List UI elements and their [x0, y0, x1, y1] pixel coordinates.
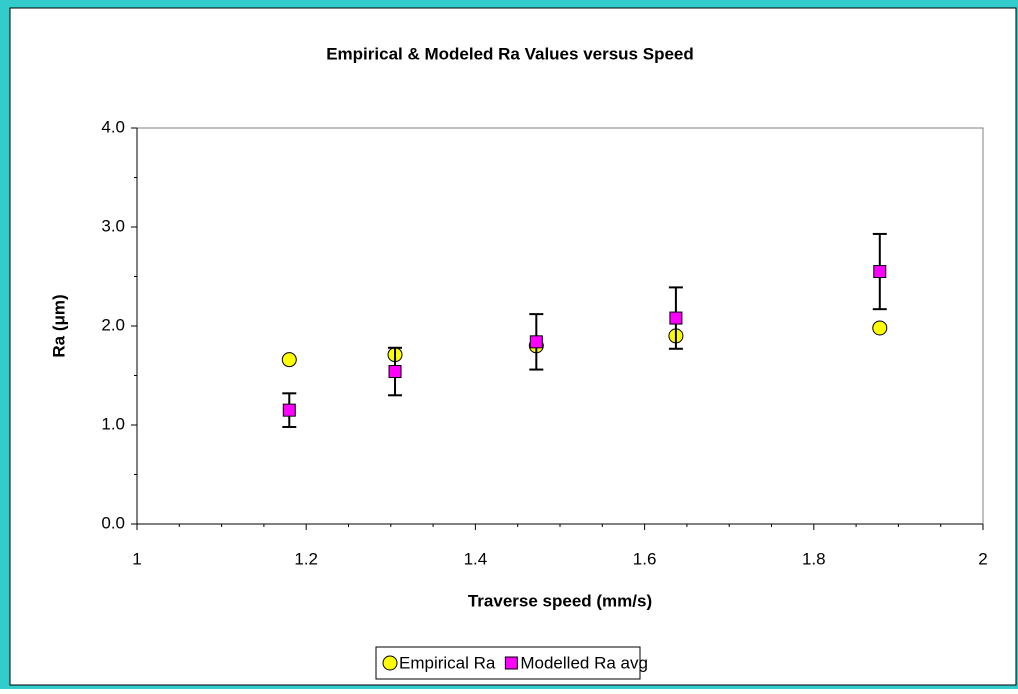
- x-tick-label: 1.4: [464, 549, 488, 568]
- x-tick-label: 1.8: [802, 549, 826, 568]
- y-tick-label: 1.0: [101, 414, 125, 433]
- y-tick-label: 4.0: [101, 117, 125, 136]
- x-tick-label: 1: [132, 549, 141, 568]
- y-tick-label: 2.0: [101, 315, 125, 334]
- x-tick-label: 2: [978, 549, 987, 568]
- chart-area: [9, 7, 1017, 686]
- legend-label: Modelled Ra avg: [520, 653, 648, 672]
- point: [872, 320, 888, 336]
- point: [873, 265, 887, 279]
- point: [669, 311, 683, 325]
- y-tick-label: 3.0: [101, 216, 125, 235]
- y-tick-label: 0.0: [101, 513, 125, 532]
- legend-marker: [382, 655, 398, 671]
- point: [282, 403, 296, 417]
- legend-label: Empirical Ra: [399, 653, 496, 672]
- legend-marker: [504, 656, 518, 670]
- y-axis-label: Ra (μm): [49, 294, 68, 357]
- x-tick-label: 1.6: [633, 549, 657, 568]
- x-axis-label: Traverse speed (mm/s): [468, 591, 652, 610]
- point: [281, 352, 297, 368]
- x-tick-label: 1.2: [294, 549, 318, 568]
- point: [388, 365, 402, 379]
- chart-title: Empirical & Modeled Ra Values versus Spe…: [326, 44, 694, 63]
- point: [529, 335, 543, 349]
